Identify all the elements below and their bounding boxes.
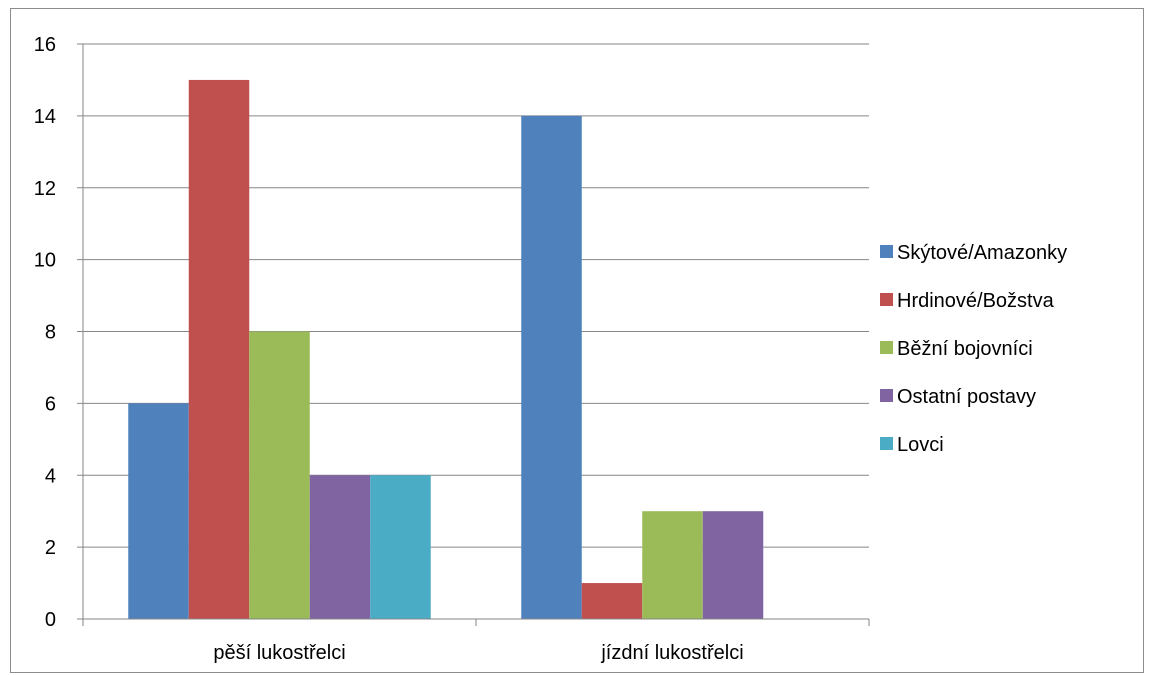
y-tick-label: 12	[34, 178, 56, 200]
legend-label: Lovci	[897, 434, 944, 456]
legend-label: Běžní bojovníci	[897, 338, 1033, 360]
bar-2-1	[521, 115, 582, 619]
legend-swatch	[880, 245, 893, 258]
legend: Skýtové/Amazonky Hrdinové/Božstva Běžní bo…	[880, 242, 1067, 456]
y-tick-label: 4	[45, 465, 56, 487]
y-tick-label: 14	[34, 106, 56, 128]
y-tick-label: 8	[45, 322, 56, 344]
bar-2-4	[702, 511, 764, 619]
y-tick-label: 2	[45, 537, 56, 559]
bar-1-3	[249, 331, 310, 619]
legend-swatch	[880, 341, 893, 354]
y-tick-label: 6	[45, 393, 56, 415]
bar-1-1	[128, 403, 189, 619]
y-tick-label: 10	[34, 250, 56, 272]
bar-2-3	[642, 511, 703, 619]
legend-label: Hrdinové/Božstva	[897, 290, 1055, 312]
legend-label: Skýtové/Amazonky	[897, 242, 1067, 264]
legend-swatch	[880, 389, 893, 402]
bar-1-2	[188, 79, 250, 619]
y-tick-label: 16	[34, 34, 56, 56]
bars	[128, 79, 764, 619]
x-tick-label: pěší lukostřelci	[213, 642, 345, 664]
legend-swatch	[880, 437, 893, 450]
x-tick-label: jízdní lukostřelci	[600, 642, 743, 664]
legend-label: Ostatní postavy	[897, 386, 1036, 408]
axes: 0 2 4 6 8 10 12 14 16 pěší lukostřelci jízdní luko…	[34, 34, 870, 664]
bar-1-4	[309, 475, 371, 619]
y-tick-label: 0	[45, 609, 56, 631]
bar-1-5	[370, 475, 431, 619]
legend-swatch	[880, 293, 893, 306]
bar-2-2	[581, 583, 643, 619]
